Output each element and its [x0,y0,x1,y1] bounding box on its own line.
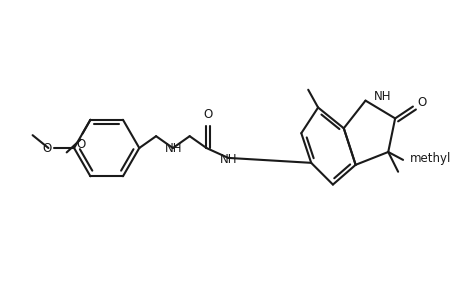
Text: O: O [76,138,85,151]
Text: NH: NH [373,90,390,103]
Text: NH: NH [165,142,182,154]
Text: NH: NH [219,153,236,167]
Text: O: O [42,142,51,154]
Text: O: O [417,96,426,109]
Text: methyl: methyl [409,152,450,165]
Text: O: O [203,108,213,122]
